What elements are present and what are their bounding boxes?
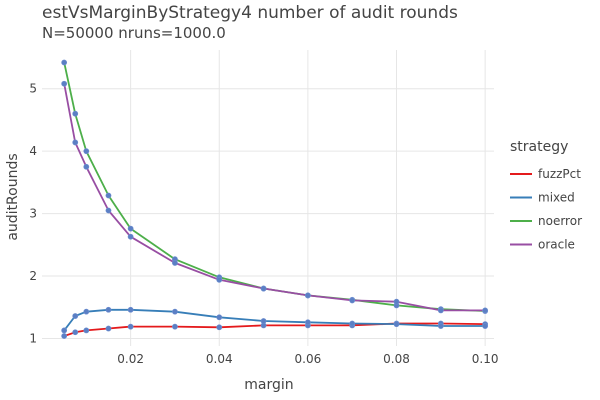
x-tick-label: 0.04: [206, 352, 233, 366]
data-point-mixed: [437, 323, 444, 329]
data-point-noerror: [83, 148, 90, 155]
data-point-mixed: [216, 314, 223, 321]
data-point-oracle: [260, 285, 267, 292]
data-point-fuzzPct: [83, 327, 90, 334]
legend-item-mixed: mixed: [538, 191, 575, 205]
data-point-oracle: [482, 307, 489, 314]
data-point-mixed: [260, 318, 267, 324]
series-lines: [63, 62, 486, 337]
legend-item-noerror: noerror: [538, 214, 582, 228]
data-point-fuzzPct: [216, 324, 223, 331]
data-point-noerror: [72, 110, 79, 117]
data-point-oracle: [172, 260, 178, 266]
data-point-noerror: [105, 192, 112, 199]
data-point-mixed: [72, 313, 79, 319]
legend: strategy fuzzPct mixed noerror oracle: [510, 139, 582, 252]
data-point-fuzzPct: [105, 325, 112, 332]
x-tick-label: 0.02: [117, 352, 144, 366]
data-point-mixed: [127, 306, 134, 313]
data-point-oracle: [393, 298, 400, 305]
y-tick-label: 5: [29, 82, 37, 96]
y-tick-label: 3: [29, 207, 37, 221]
data-point-oracle: [83, 163, 90, 170]
legend-title: strategy: [510, 139, 568, 155]
y-tick-label: 1: [29, 332, 37, 346]
data-point-oracle: [437, 307, 444, 314]
x-tick-label: 0.10: [472, 352, 499, 366]
data-point-mixed: [83, 308, 90, 315]
data-point-mixed: [61, 327, 68, 334]
legend-item-oracle: oracle: [538, 238, 575, 252]
data-point-oracle: [304, 292, 311, 299]
data-point-mixed: [482, 323, 489, 329]
legend-item-fuzzPct: fuzzPct: [538, 167, 581, 181]
grid: [42, 50, 494, 346]
data-point-oracle: [72, 139, 79, 146]
data-point-fuzzPct: [61, 333, 68, 339]
y-tick-label: 4: [29, 144, 37, 158]
data-point-fuzzPct: [127, 323, 134, 330]
data-point-fuzzPct: [72, 329, 79, 336]
data-point-oracle: [105, 207, 112, 214]
data-point-fuzzPct: [172, 323, 178, 330]
x-axis-title: margin: [244, 377, 293, 393]
data-point-mixed: [172, 308, 178, 315]
chart-subtitle: N=50000 nruns=1000.0: [42, 24, 226, 42]
series-line-noerror: [63, 62, 486, 312]
y-tick-label: 2: [29, 269, 37, 283]
data-point-oracle: [127, 233, 134, 240]
x-tick-label: 0.08: [383, 352, 410, 366]
y-axis-title: auditRounds: [5, 153, 21, 240]
data-point-mixed: [304, 319, 311, 326]
data-point-mixed: [393, 321, 400, 328]
data-point-oracle: [216, 276, 223, 283]
data-point-mixed: [349, 320, 356, 327]
data-point-noerror: [127, 225, 134, 232]
data-point-oracle: [349, 297, 356, 304]
axis-ticks: 0.02 0.04 0.06 0.08 0.10 1 2 3 4 5: [29, 82, 498, 366]
data-point-noerror: [61, 59, 68, 66]
x-tick-label: 0.06: [295, 352, 322, 366]
data-point-mixed: [105, 306, 112, 313]
chart-title: estVsMarginByStrategy4 number of audit r…: [42, 3, 458, 23]
data-point-oracle: [61, 80, 68, 87]
data-points: [61, 59, 489, 339]
